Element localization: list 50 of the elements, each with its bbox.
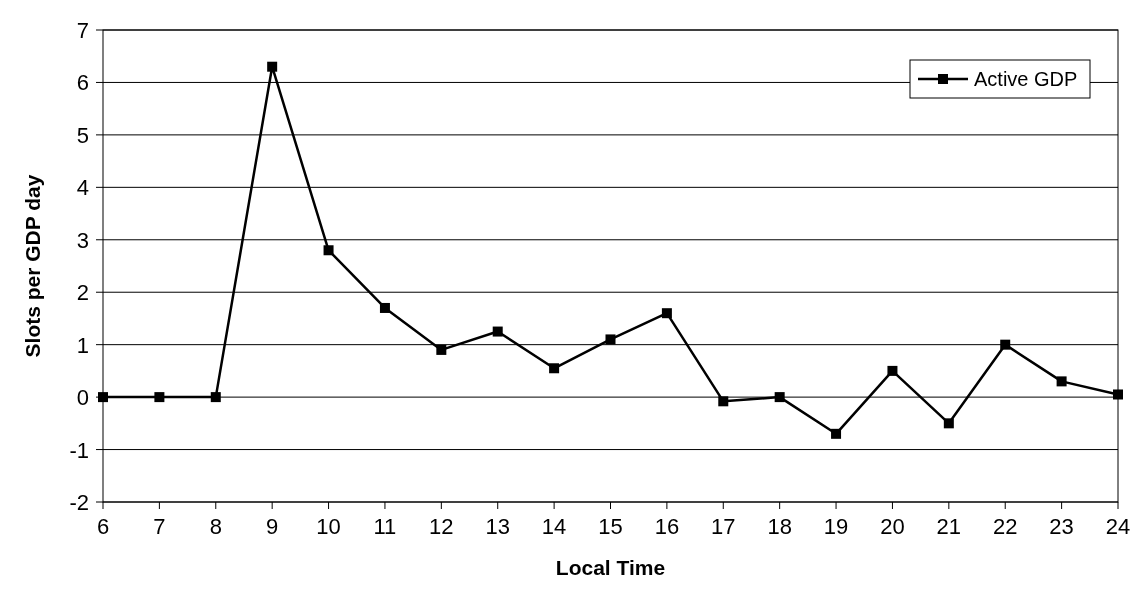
x-tick-label: 12 xyxy=(429,514,454,539)
point xyxy=(887,365,898,376)
point xyxy=(943,418,954,429)
legend-label: Active GDP xyxy=(974,68,1078,90)
x-tick-label: 16 xyxy=(654,514,680,539)
point xyxy=(436,344,447,355)
y-tick-label: -2 xyxy=(69,490,89,515)
y-tick-label: 2 xyxy=(76,280,89,306)
y-tick-label: 6 xyxy=(76,70,89,96)
y-tick-label: 3 xyxy=(76,227,89,253)
y-tick-label: -1 xyxy=(69,437,89,463)
y-tick-label: 5 xyxy=(76,122,89,148)
x-tick-label: 14 xyxy=(541,514,567,539)
point xyxy=(831,428,842,439)
x-tick-label: 18 xyxy=(767,514,792,539)
point xyxy=(549,363,560,374)
y-tick-label: 1 xyxy=(76,332,89,358)
point xyxy=(774,392,785,403)
point xyxy=(154,392,165,403)
x-tick-label: 15 xyxy=(598,514,623,539)
x-tick-label: 6 xyxy=(96,514,110,539)
x-tick-label: 19 xyxy=(823,514,849,539)
x-tick-label: 17 xyxy=(711,514,736,539)
point xyxy=(379,302,390,313)
x-tick-label: 21 xyxy=(936,514,962,539)
x-tick-label: 13 xyxy=(485,514,510,539)
point xyxy=(1056,376,1067,387)
point xyxy=(661,308,672,319)
x-tick-label: 9 xyxy=(266,514,279,539)
point xyxy=(323,245,334,256)
x-tick-label: 20 xyxy=(880,514,905,539)
y-axis-title: Slots per GDP day xyxy=(21,174,44,358)
y-tick-label: 0 xyxy=(76,385,89,411)
y-tick-label: 4 xyxy=(76,175,89,201)
point xyxy=(210,392,221,403)
point xyxy=(1000,339,1011,350)
point xyxy=(605,334,616,345)
x-tick-label: 7 xyxy=(153,514,166,539)
x-tick-label: 24 xyxy=(1105,514,1131,539)
x-tick-label: 11 xyxy=(373,514,397,539)
x-axis-title: Local Time xyxy=(555,556,666,579)
x-tick-label: 10 xyxy=(316,514,341,539)
x-tick-label: 8 xyxy=(209,514,222,539)
point xyxy=(267,61,278,72)
x-tick-label: 22 xyxy=(992,514,1018,539)
point xyxy=(1113,389,1123,400)
x-tick-label: 23 xyxy=(1049,514,1074,539)
y-tick-label: 7 xyxy=(76,18,89,43)
point xyxy=(718,396,729,407)
point xyxy=(492,326,503,337)
